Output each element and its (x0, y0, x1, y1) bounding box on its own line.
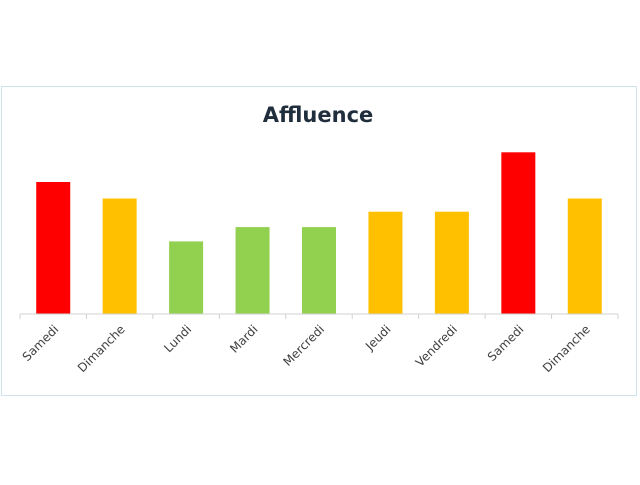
x-ticks-group (19, 314, 619, 319)
x-tick-label: Dimanche (540, 322, 593, 375)
x-tick-label: Mercredi (280, 322, 327, 369)
x-tick-label: Lundi (161, 322, 194, 355)
bar-samedi-7 (501, 152, 536, 314)
x-tick-label: Samedi (20, 322, 62, 364)
x-tick-label: Jeudi (362, 322, 393, 353)
bar-jeudi-5 (368, 211, 403, 314)
bar-mardi-3 (235, 227, 270, 314)
x-labels-group: Samedi Dimanche Lundi Mardi Mercredi Jeudi Ven… (20, 322, 593, 375)
bar-mercredi-4 (302, 227, 336, 314)
x-tick-label: Mardi (227, 322, 261, 356)
x-tick-label: Dimanche (75, 322, 128, 375)
bars-group (36, 152, 602, 314)
bar-samedi-0 (36, 182, 71, 314)
x-tick-label: Vendredi (413, 322, 460, 369)
x-tick-label: Samedi (485, 322, 527, 364)
chart-title: Affluence (263, 103, 374, 127)
bar-vendredi-6 (434, 211, 469, 314)
bar-dimanche-1 (102, 198, 137, 314)
bar-lundi-2 (169, 241, 204, 314)
bar-dimanche-8 (567, 198, 602, 314)
